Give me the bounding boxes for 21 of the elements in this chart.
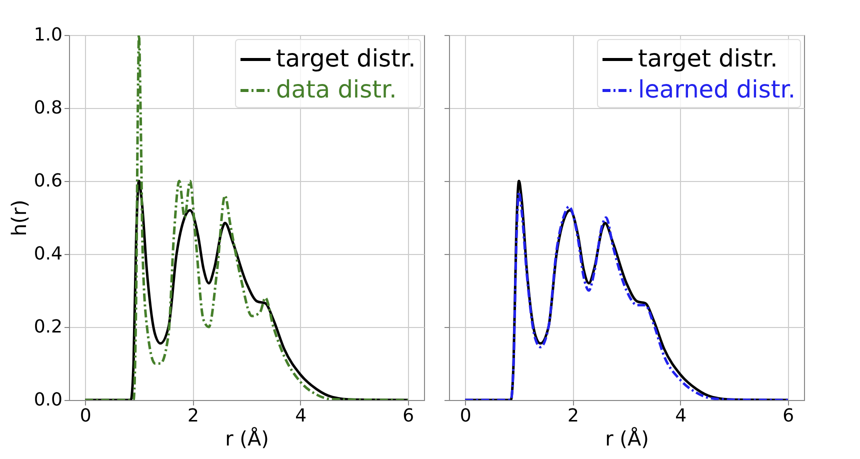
x-tick-label: 4 [675, 406, 687, 426]
legend-label: learned distr. [638, 76, 796, 104]
y-tick-label: 0.2 [34, 316, 62, 338]
x-tick-label: 4 [295, 406, 307, 426]
x-tick-label: 6 [402, 406, 414, 426]
x-axis-title: r (Å) [225, 426, 269, 450]
legend-label: target distr. [638, 44, 778, 72]
y-tick-label: 0.4 [34, 244, 62, 264]
x-tick-label: 0 [80, 406, 92, 426]
x-tick-label: 2 [187, 406, 199, 426]
y-tick-label: 0.6 [34, 170, 62, 192]
y-tick-label: 0.8 [34, 98, 62, 118]
legend-label: target distr. [276, 44, 416, 72]
x-tick-label: 2 [567, 406, 579, 426]
y-axis-title: h(r) [6, 200, 31, 236]
x-axis-title: r (Å) [605, 426, 649, 450]
y-tick-label: 0.0 [34, 390, 62, 410]
y-tick-label: 1.0 [34, 24, 62, 46]
x-tick-label: 0 [460, 406, 472, 426]
x-tick-label: 6 [782, 406, 794, 426]
legend-label: data distr. [276, 76, 397, 104]
